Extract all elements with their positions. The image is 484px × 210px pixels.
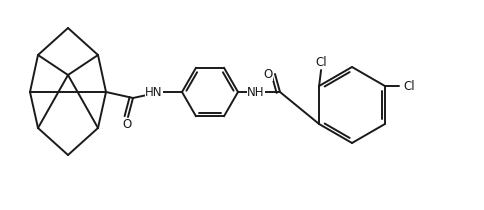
Text: NH: NH [247, 85, 264, 98]
Text: O: O [263, 67, 272, 80]
Text: HN: HN [145, 85, 163, 98]
Text: Cl: Cl [402, 80, 414, 92]
Text: O: O [122, 118, 131, 130]
Text: Cl: Cl [315, 55, 326, 68]
